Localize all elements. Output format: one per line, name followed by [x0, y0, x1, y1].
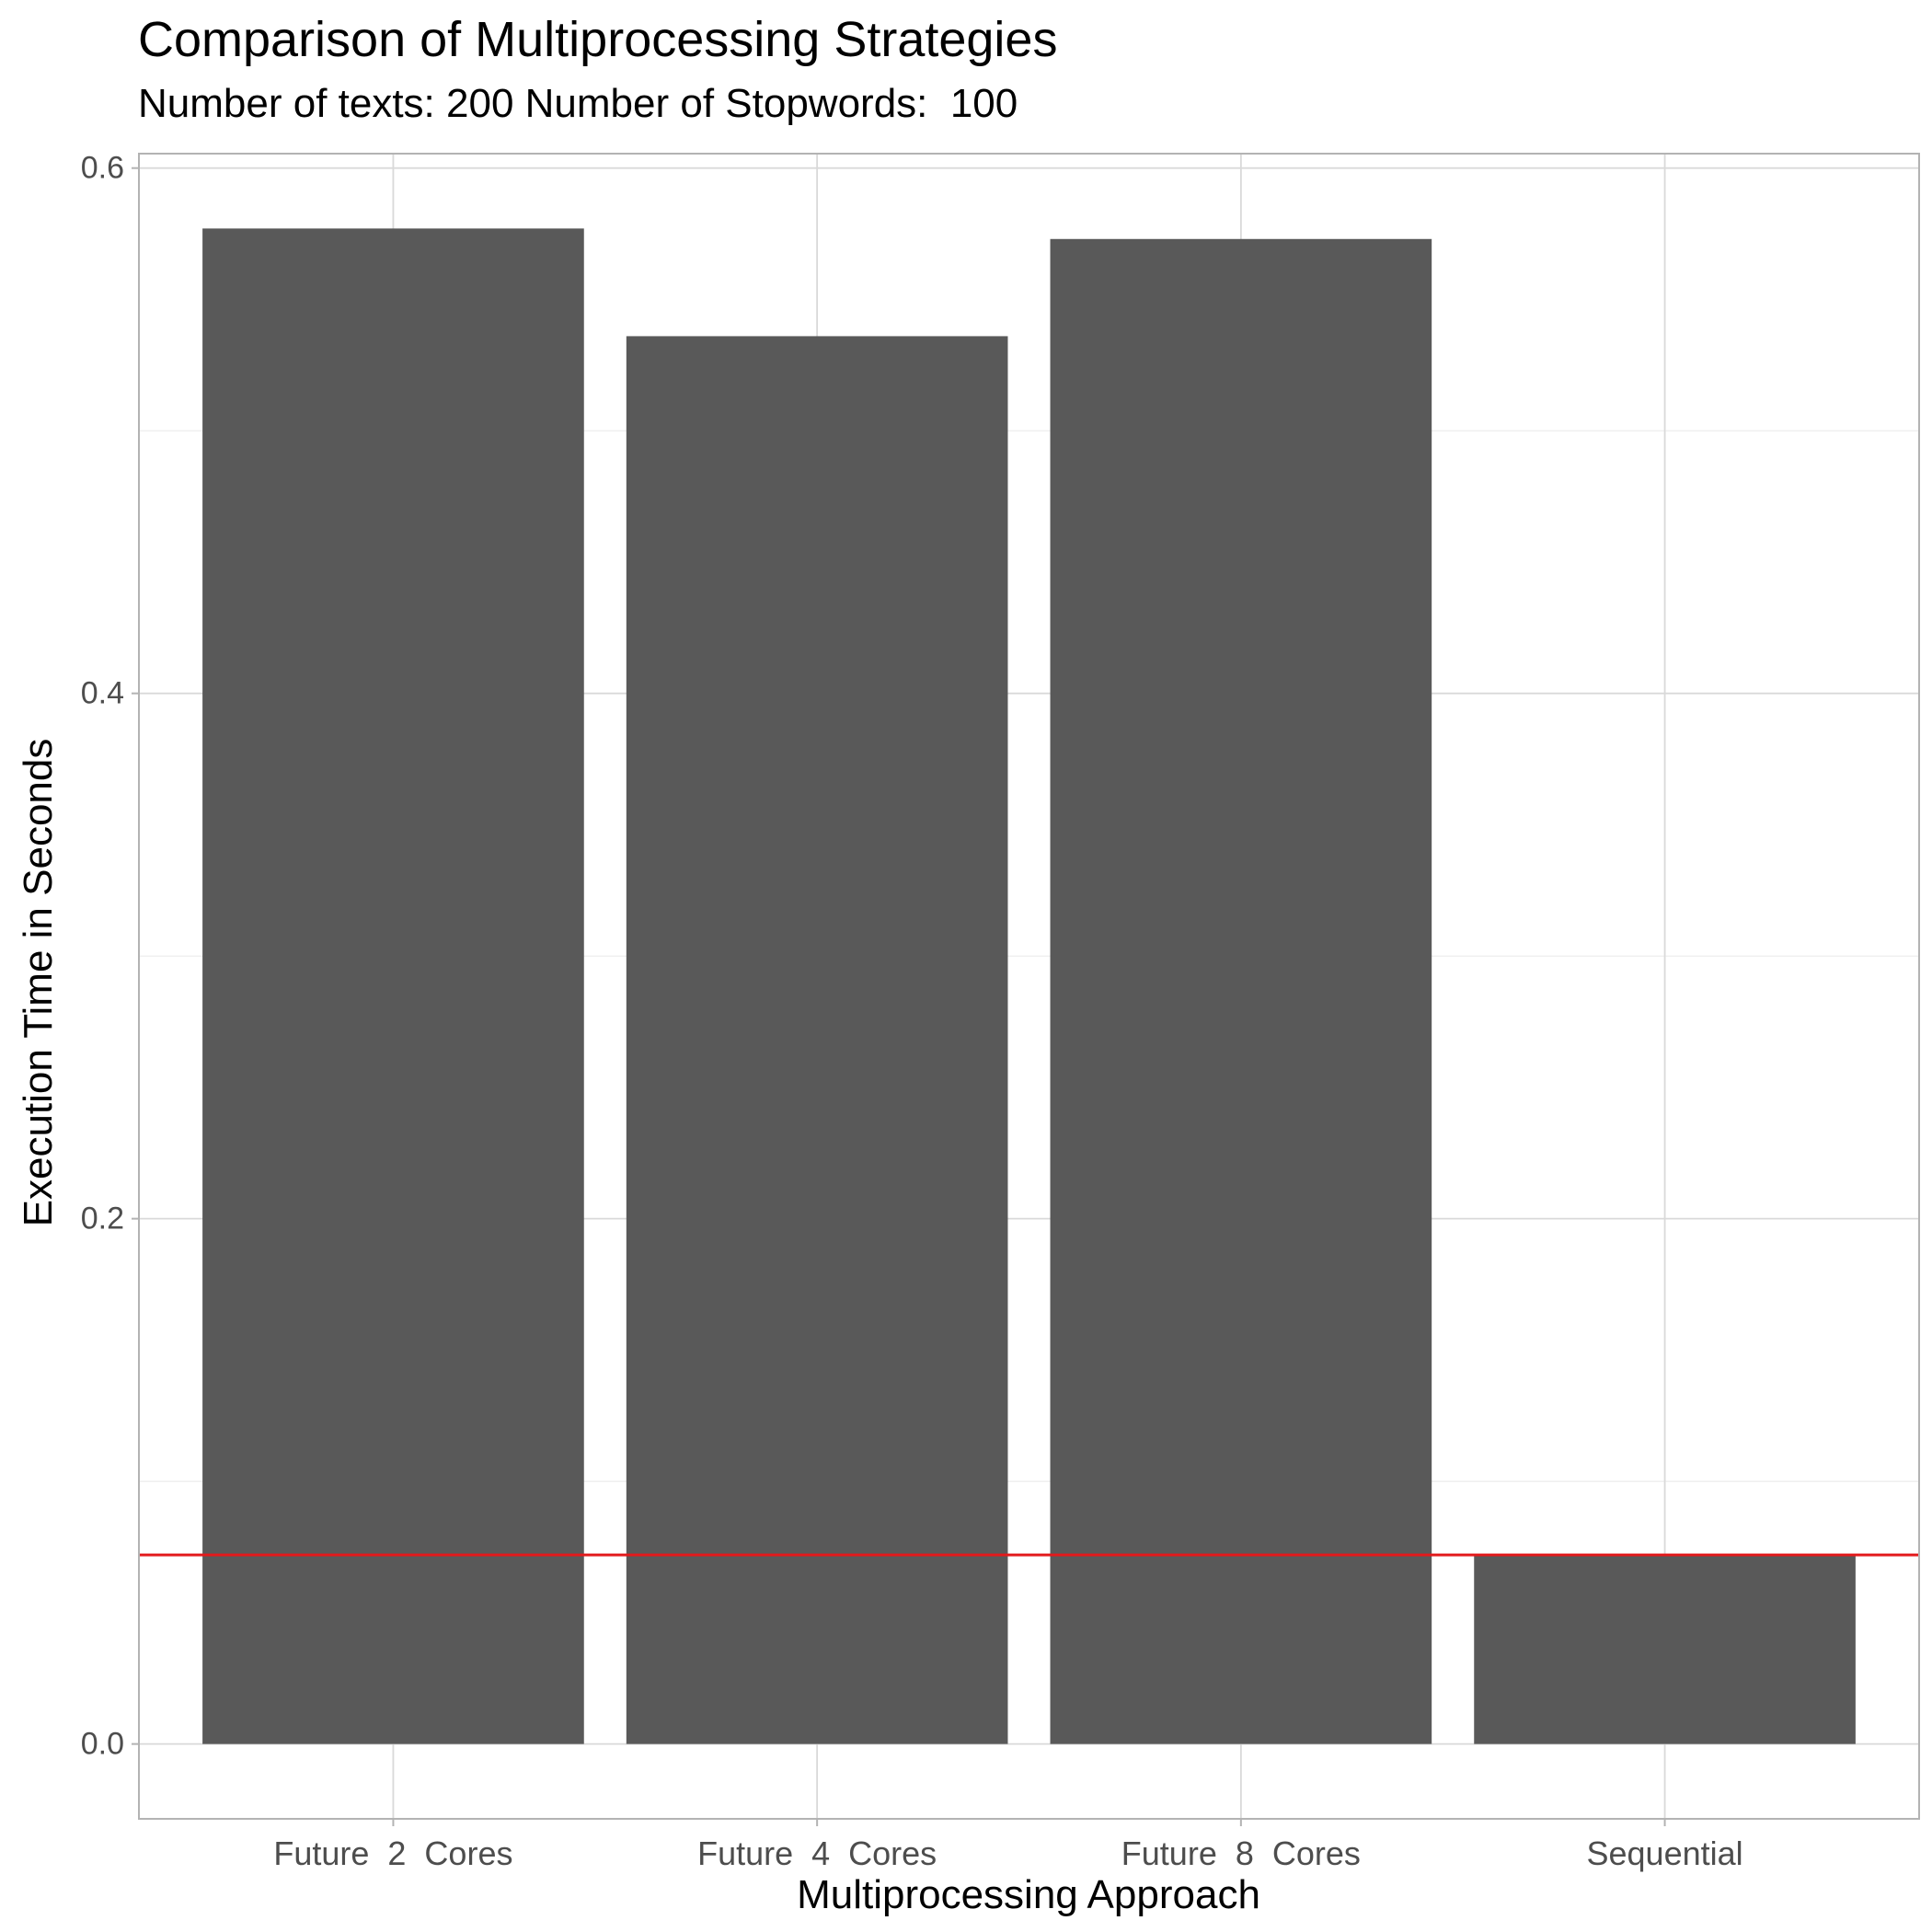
- y-tick-label: 0.4: [81, 676, 124, 711]
- y-tick-label: 0.0: [81, 1727, 124, 1762]
- x-tick-label: Future 4 Cores: [697, 1834, 937, 1872]
- axes: 0.0 0.2 0.4 0.6 Future 2 Cores Future 4 Cores…: [81, 151, 1920, 1872]
- x-tick-label: Sequential: [1587, 1834, 1743, 1872]
- bar: [626, 336, 1008, 1744]
- x-axis-label: Multiprocessing Approach: [797, 1872, 1260, 1917]
- panel-border: [138, 153, 1920, 1820]
- chart-subtitle: Number of texts: 200 Number of Stopwords…: [138, 81, 1018, 126]
- y-tick-label: 0.2: [81, 1202, 124, 1236]
- bar: [202, 228, 584, 1744]
- chart-title: Comparison of Multiprocessing Strategies: [138, 12, 1058, 67]
- bar: [1474, 1555, 1856, 1744]
- bars: [202, 228, 1856, 1744]
- y-tick-label: 0.6: [81, 151, 124, 186]
- y-axis-label: Execution Time in Seconds: [16, 738, 61, 1227]
- x-tick-label: Future 8 Cores: [1121, 1834, 1361, 1872]
- x-tick-label: Future 2 Cores: [273, 1834, 512, 1872]
- bar: [1050, 238, 1432, 1744]
